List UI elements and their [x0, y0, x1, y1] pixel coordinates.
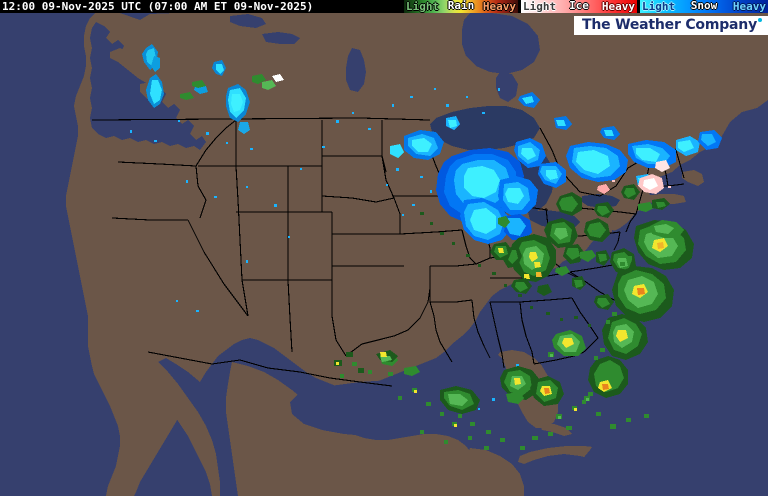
florida-keys-land	[540, 424, 572, 436]
border-az-nm	[287, 279, 293, 353]
border-sd-mn-ia	[381, 155, 395, 199]
border-mo-ar	[430, 263, 477, 267]
legend-snow-light-label: Light	[642, 0, 676, 13]
lake-athabasca	[262, 32, 300, 44]
rain-mid-atlantic	[584, 218, 636, 274]
precipitation-ice-layer	[597, 160, 671, 202]
border-tx-la	[429, 301, 453, 363]
legend-ice-light-label: Light	[523, 0, 557, 13]
florida-gulf-coast	[462, 350, 528, 444]
weather-company-logo[interactable]: The Weather Company	[574, 16, 768, 35]
james-bay	[496, 72, 518, 102]
legend-gradient-ice	[521, 0, 637, 13]
gulf-of-california	[158, 358, 238, 496]
legend-scale-snow[interactable]: Light Snow Heavy	[640, 0, 768, 13]
border-al-ga	[519, 301, 535, 365]
brand-name-label: The Weather Company	[582, 17, 757, 33]
rain-faint-pixels	[420, 212, 591, 327]
legend-rain-title: Rain	[447, 0, 475, 12]
legend-snow-heavy-label: Heavy	[732, 0, 766, 13]
legend-scale-rain[interactable]: Light Rain Heavy	[404, 0, 518, 13]
border-us-mexico	[147, 351, 393, 387]
border-nj-ny	[625, 213, 637, 233]
border-ne-ia-mo	[393, 197, 401, 234]
rain-gulf-florida	[376, 330, 649, 450]
cape-cod	[682, 170, 704, 186]
legend-gradient-rain	[404, 0, 518, 13]
lake-winnipeg	[346, 48, 366, 92]
border-wa-or	[117, 161, 197, 167]
border-de-md	[613, 231, 621, 251]
rain-midwest-mixed	[490, 184, 670, 296]
brand-dot-icon	[758, 18, 762, 22]
border-nh-me	[675, 149, 685, 179]
legend-scale-ice[interactable]: Light Ice Heavy	[521, 0, 637, 13]
lake-ontario	[582, 194, 620, 208]
ice-new-england-core	[643, 178, 658, 190]
border-sd-ne	[321, 195, 395, 203]
snow-great-lakes-core	[436, 148, 538, 222]
snow-upper-midwest	[390, 116, 460, 160]
ice-vermont	[655, 160, 670, 172]
border-or-id	[195, 165, 207, 219]
border-or-ca	[111, 217, 188, 221]
precipitation-rain-layer	[334, 184, 694, 450]
border-tn-al-ga	[490, 297, 573, 303]
landmass-layer	[66, 13, 768, 496]
border-ok-tx	[345, 287, 431, 357]
lake-superior	[430, 106, 540, 150]
border-ms-al	[489, 301, 505, 369]
vancouver-island	[110, 48, 154, 84]
border-ia-mo	[399, 229, 463, 235]
legend-gradient-snow	[640, 0, 768, 13]
hudson-bay	[462, 13, 540, 74]
border-la-ms	[471, 299, 491, 359]
ice-pennsylvania	[597, 184, 610, 194]
legend-ice-title: Ice	[569, 0, 589, 12]
precipitation-snow-layer	[130, 44, 722, 410]
border-ca-nv	[187, 219, 249, 317]
border-id-mt	[195, 119, 237, 167]
legend-rain-heavy-label: Heavy	[482, 0, 516, 13]
border-us-canada	[91, 117, 431, 121]
border-nm-tx	[331, 280, 347, 357]
north-america-landmass	[66, 13, 768, 496]
snow-ohio-valley	[460, 198, 532, 244]
rain-yellow-cores	[336, 362, 457, 427]
legend-rain-light-label: Light	[406, 0, 440, 13]
mexico-mainland	[226, 362, 478, 496]
timestamp-label: 12:00 09-Nov-2025 UTC (07:00 AM ET 09-No…	[2, 0, 314, 13]
legend-snow-title: Snow	[690, 0, 718, 12]
border-mo-il-ky	[461, 229, 477, 265]
rain-appalachians	[498, 216, 578, 294]
snow-michigan	[514, 138, 566, 188]
snow-idaho-montana	[180, 60, 284, 134]
gulf-of-mexico-water	[290, 380, 480, 436]
snow-northern-rockies	[142, 44, 164, 108]
border-nv-ut	[235, 165, 249, 317]
border-ar-la	[430, 299, 473, 303]
rain-carolinas	[563, 244, 614, 310]
yucatan-peninsula	[464, 448, 524, 496]
legend-ice-heavy-label: Heavy	[601, 0, 635, 13]
great-slave-lake	[230, 14, 266, 28]
rain-atlantic-offshore-band	[582, 220, 694, 404]
baja-california-peninsula	[144, 352, 226, 496]
